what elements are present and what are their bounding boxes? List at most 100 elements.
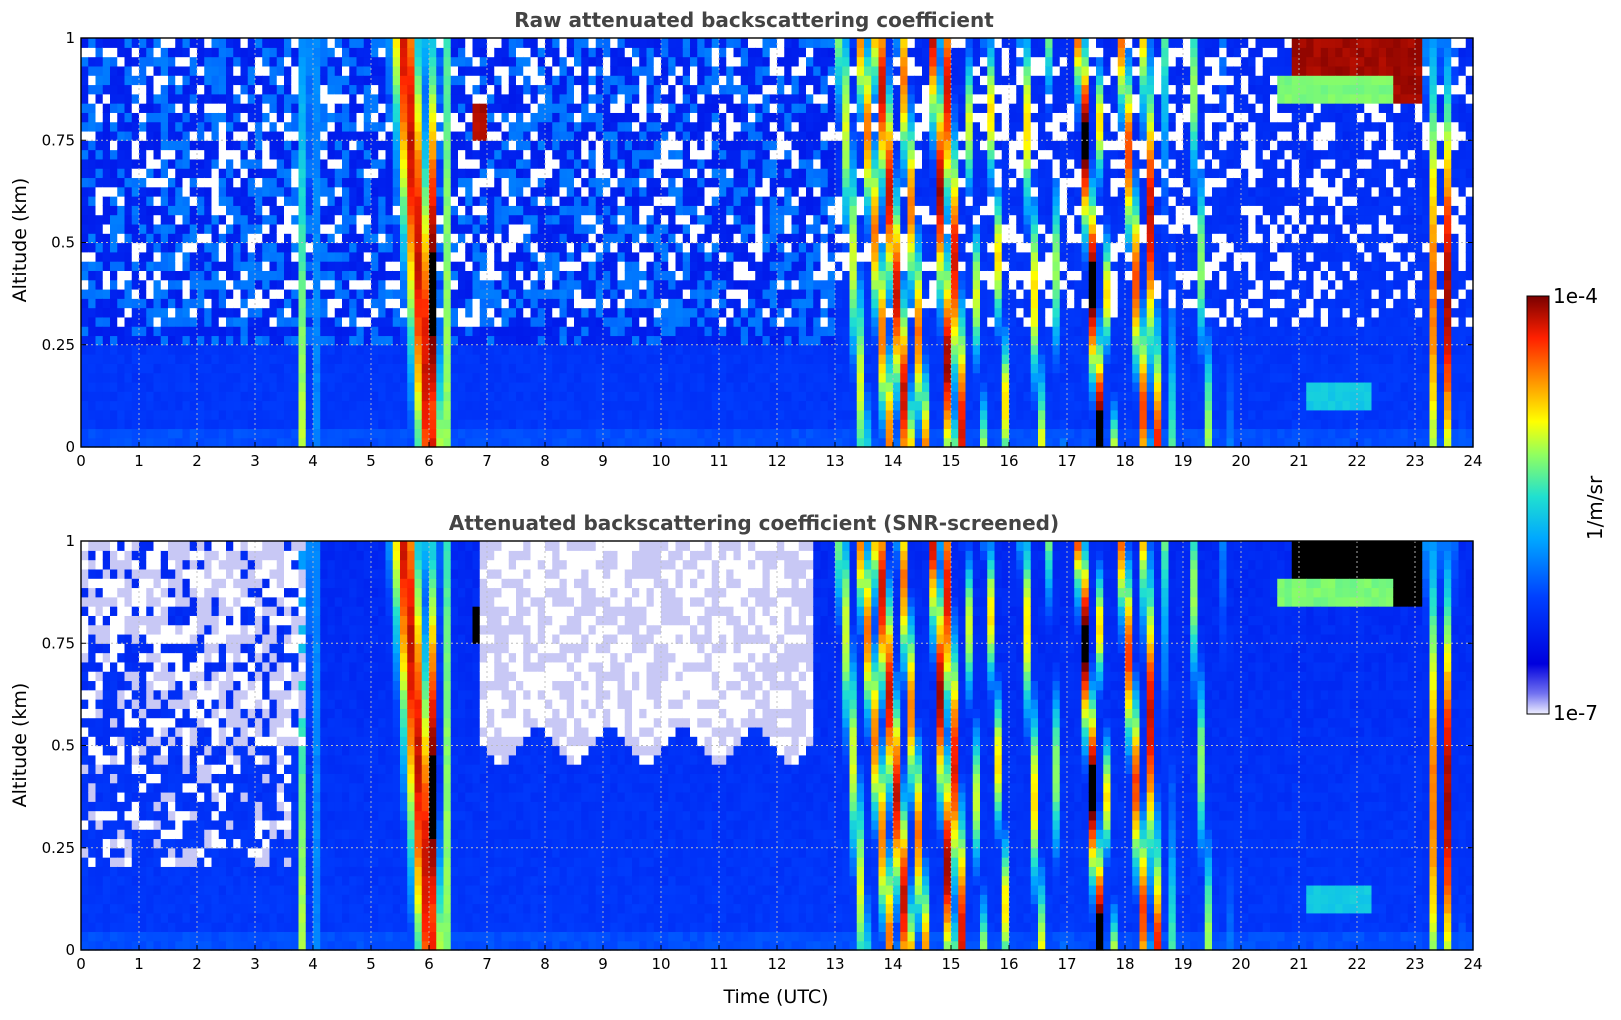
heatmap-cell — [617, 279, 626, 290]
heatmap-cell — [479, 84, 488, 95]
heatmap-cell — [458, 140, 466, 151]
heatmap-cell — [458, 261, 466, 271]
heatmap-cell — [740, 298, 749, 309]
heatmap-cell — [487, 316, 495, 327]
heatmap-cell — [719, 391, 727, 402]
heatmap-cell — [175, 205, 184, 216]
heatmap-cell — [624, 344, 633, 355]
heatmap-cell — [835, 93, 843, 104]
heatmap-cell — [516, 149, 524, 160]
heatmap-cell — [777, 84, 785, 95]
heatmap-cell — [842, 158, 851, 169]
heatmap-cell — [88, 419, 97, 430]
heatmap-cell — [487, 242, 495, 253]
heatmap-cell — [371, 84, 379, 95]
heatmap-cell — [414, 56, 423, 67]
heatmap-cell — [269, 75, 278, 86]
heatmap-cell — [131, 168, 140, 179]
heatmap-cell — [574, 93, 582, 104]
heatmap-cell — [320, 205, 329, 216]
heatmap-cell — [632, 177, 640, 188]
heatmap-cell — [508, 242, 517, 253]
heatmap-cell — [95, 298, 104, 309]
heatmap-cell — [501, 130, 510, 141]
heatmap-cell — [820, 233, 829, 244]
heatmap-cell — [320, 409, 329, 420]
heatmap-cell — [407, 381, 416, 392]
heatmap-cell — [595, 419, 604, 430]
heatmap-cell — [842, 177, 851, 188]
heatmap-cell — [334, 38, 343, 48]
heatmap-cell — [711, 251, 720, 262]
heatmap-cell — [131, 298, 140, 309]
heatmap-cell — [820, 409, 829, 420]
heatmap-cell — [653, 354, 662, 364]
heatmap-cell — [697, 372, 706, 383]
heatmap-cell — [450, 158, 459, 169]
heatmap-cell — [755, 261, 764, 271]
heatmap-cell — [574, 344, 582, 355]
heatmap-cell — [342, 354, 350, 364]
heatmap-cell — [537, 196, 546, 206]
heatmap-cell — [421, 149, 430, 160]
heatmap-cell — [349, 326, 358, 337]
heatmap-cell — [769, 75, 778, 86]
heatmap-cell — [885, 56, 894, 67]
heatmap-cell — [160, 56, 169, 67]
heatmap-cell — [168, 372, 176, 383]
heatmap-cell — [864, 75, 872, 86]
heatmap-cell — [501, 121, 510, 132]
heatmap-cell — [291, 242, 300, 253]
heatmap-cell — [581, 65, 590, 76]
heatmap-cell — [682, 316, 691, 327]
heatmap-cell — [378, 186, 387, 197]
heatmap-cell — [197, 307, 205, 318]
heatmap-cell — [581, 75, 590, 86]
heatmap-cell — [276, 233, 285, 244]
heatmap-cell — [893, 168, 901, 179]
heatmap-cell — [472, 279, 481, 290]
heatmap-cell — [262, 242, 271, 253]
heatmap-cell — [574, 223, 582, 234]
heatmap-cell — [835, 103, 843, 113]
heatmap-cell — [617, 344, 626, 355]
heatmap-cell — [189, 437, 198, 448]
heatmap-cell — [733, 158, 742, 169]
heatmap-cell — [697, 121, 706, 132]
heatmap-cell — [218, 251, 227, 262]
heatmap-cell — [320, 381, 329, 392]
heatmap-cell — [610, 335, 619, 346]
heatmap-cell — [349, 140, 358, 151]
heatmap-cell — [501, 419, 510, 430]
heatmap-cell — [675, 233, 684, 244]
heatmap-cell — [102, 270, 111, 281]
heatmap-cell — [124, 419, 133, 430]
heatmap-cell — [276, 103, 285, 113]
heatmap-cell — [835, 121, 843, 132]
heatmap-cell — [501, 233, 510, 244]
heatmap-cell — [102, 372, 111, 383]
heatmap-cell — [414, 103, 423, 113]
heatmap-cell — [508, 298, 517, 309]
heatmap-cell — [690, 437, 698, 448]
heatmap-cell — [878, 149, 887, 160]
heatmap-cell — [603, 112, 611, 123]
heatmap-cell — [262, 47, 271, 58]
heatmap-cell — [175, 75, 184, 86]
heatmap-cell — [378, 223, 387, 234]
heatmap-cell — [421, 363, 430, 374]
heatmap-cell — [139, 158, 147, 169]
heatmap-cell — [117, 298, 126, 309]
heatmap-cell — [305, 93, 314, 104]
heatmap-cell — [124, 93, 133, 104]
heatmap-cell — [682, 205, 691, 216]
heatmap-cell — [624, 400, 633, 411]
heatmap-cell — [617, 38, 626, 48]
heatmap-cell — [211, 428, 220, 439]
heatmap-cell — [342, 223, 350, 234]
heatmap-cell — [400, 121, 408, 132]
heatmap-cell — [733, 149, 742, 160]
heatmap-cell — [429, 121, 437, 132]
heatmap-cell — [204, 409, 213, 420]
heatmap-cell — [204, 251, 213, 262]
